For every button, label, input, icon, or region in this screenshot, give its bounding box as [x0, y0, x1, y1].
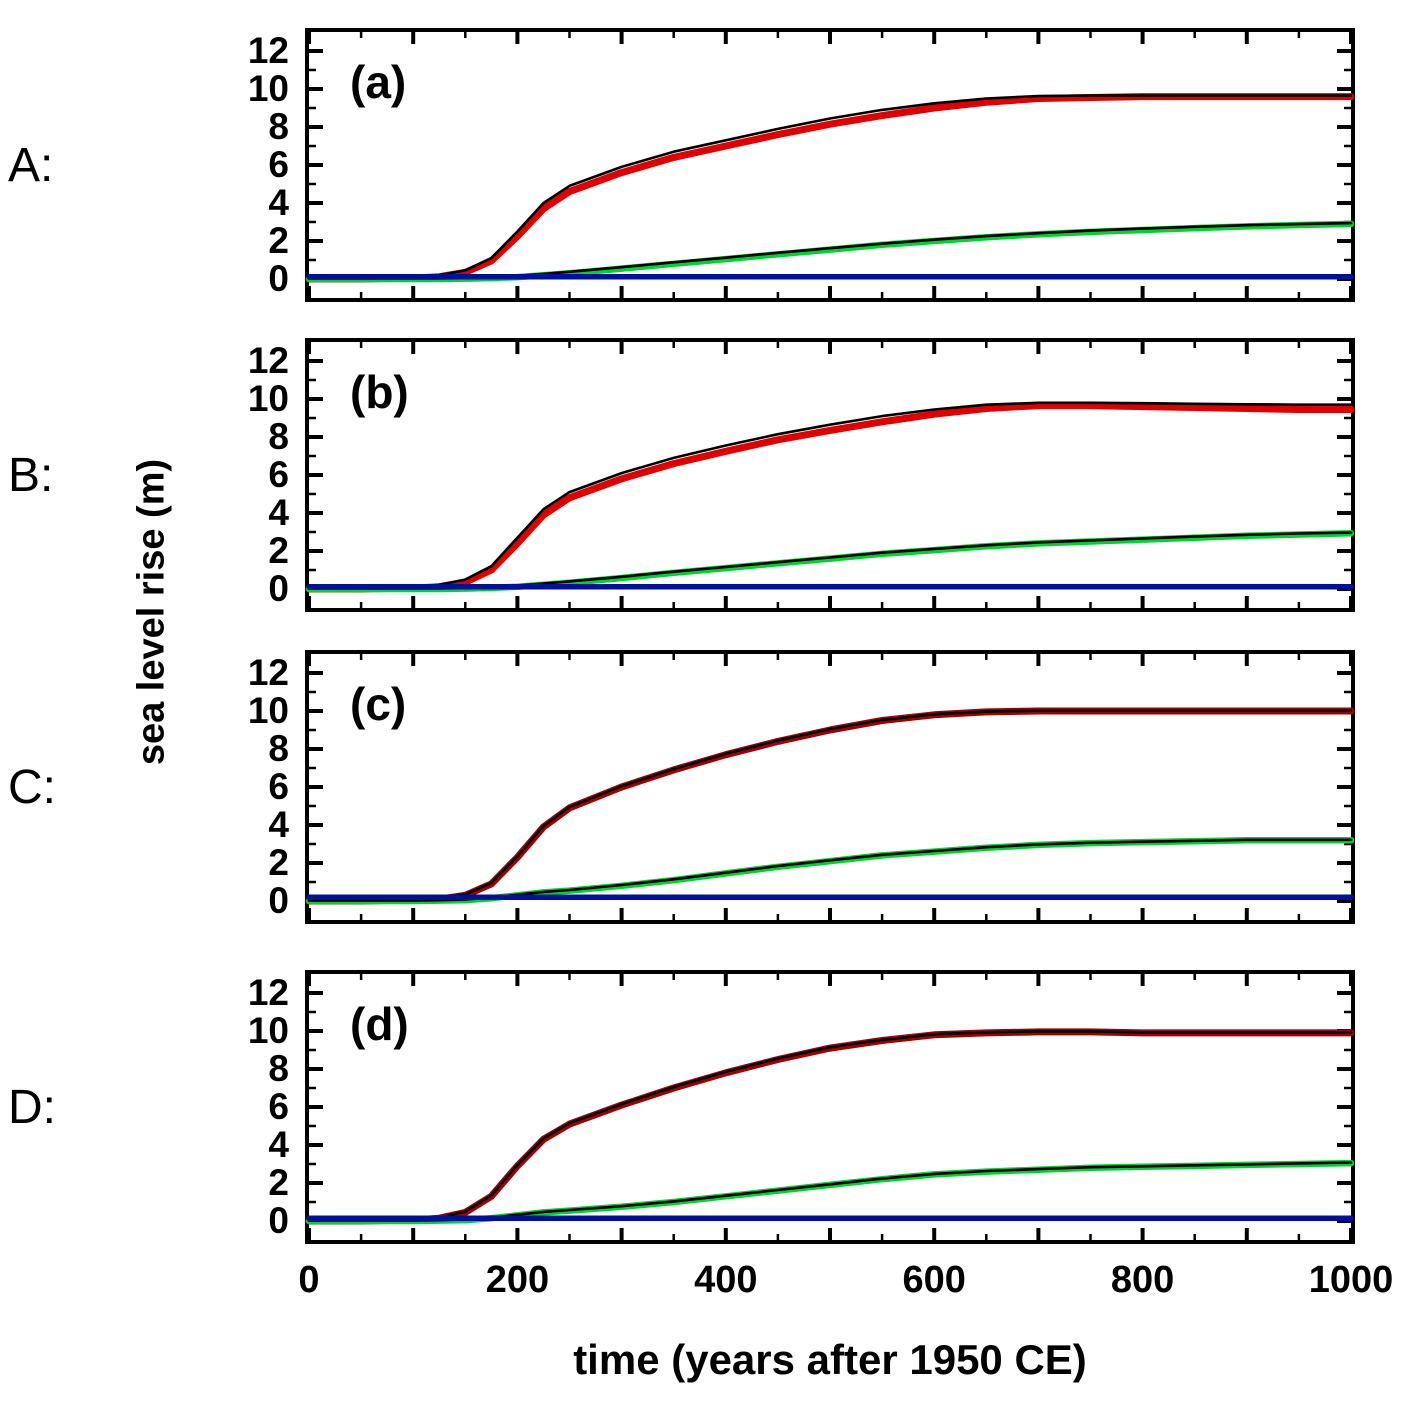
y-tick-label: 2 — [268, 842, 289, 883]
y-tick-label: 12 — [247, 30, 289, 71]
row-label-a: A: — [8, 139, 54, 192]
panel-d-plot — [305, 970, 1355, 1244]
plot-frame — [305, 650, 1355, 924]
y-tick-label: 10 — [247, 68, 289, 109]
y-tick-label: 4 — [268, 182, 289, 223]
panel-label-d: (d) — [350, 998, 409, 1050]
plot-frame — [305, 338, 1355, 612]
y-tick-label: 2 — [268, 1162, 289, 1203]
x-tick-label: 0 — [298, 1259, 320, 1301]
panel-label-a: (a) — [350, 56, 407, 108]
x-tick-label: 200 — [485, 1259, 550, 1301]
y-tick-label: 10 — [247, 1010, 289, 1051]
panel-c-plot — [305, 650, 1355, 924]
series-total-red-curve — [305, 707, 1355, 905]
y-tick-label: 8 — [268, 106, 289, 147]
y-tick-label: 0 — [268, 258, 289, 299]
series-total-red-curve — [305, 1028, 1355, 1225]
y-tick-label: 8 — [268, 728, 289, 769]
y-tick-label: 0 — [268, 880, 289, 921]
row-label-d: D: — [8, 1081, 56, 1134]
y-tick-label: 6 — [268, 454, 289, 495]
plot-frame — [305, 28, 1355, 302]
y-tick-label: 6 — [268, 144, 289, 185]
y-tick-label: 0 — [268, 1200, 289, 1241]
y-tick-label: 8 — [268, 416, 289, 457]
panel-a-plot — [305, 28, 1355, 302]
y-tick-label: 6 — [268, 1086, 289, 1127]
y-tick-label: 10 — [247, 690, 289, 731]
y-axis-title-text: sea level rise (m) — [130, 458, 173, 766]
row-label-c: C: — [8, 761, 56, 814]
plot-frame — [305, 970, 1355, 1244]
y-tick-label: 8 — [268, 1048, 289, 1089]
series-red-outline-black — [307, 1030, 1353, 1222]
y-tick-label: 12 — [247, 340, 289, 381]
x-tick-label: 1000 — [1308, 1259, 1394, 1301]
x-axis-title: time (years after 1950 CE) — [573, 1336, 1087, 1383]
x-tick-label: 400 — [694, 1259, 758, 1301]
series-total-red-curve — [305, 402, 1355, 593]
y-tick-label: 12 — [247, 652, 289, 693]
y-tick-label: 4 — [268, 492, 289, 533]
panel-label-b: (b) — [350, 366, 409, 418]
y-tick-label: 12 — [247, 972, 289, 1013]
y-tick-label: 4 — [268, 804, 289, 845]
y-tick-label: 6 — [268, 766, 289, 807]
series-red-outline-black — [307, 94, 1353, 280]
y-tick-label: 2 — [268, 220, 289, 261]
series-red-outline-black — [307, 401, 1353, 590]
series-red-outline-black — [307, 709, 1353, 902]
panel-label-c: (c) — [350, 678, 407, 730]
y-tick-label: 0 — [268, 568, 289, 609]
y-tick-label: 10 — [247, 378, 289, 419]
y-tick-label: 4 — [268, 1124, 289, 1165]
y-tick-label: 2 — [268, 530, 289, 571]
x-tick-label: 800 — [1110, 1259, 1175, 1301]
row-label-b: B: — [8, 449, 54, 502]
x-tick-label: 600 — [902, 1259, 966, 1301]
panel-b-plot — [305, 338, 1355, 612]
